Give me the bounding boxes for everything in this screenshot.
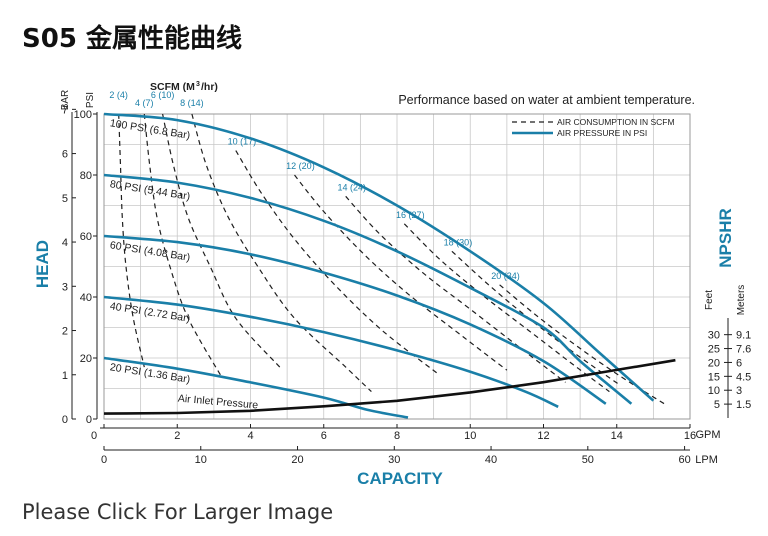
npshr-curve [103, 358, 676, 415]
psi-tick-label: 100 [74, 109, 92, 121]
gpm-tick-label: 10 [464, 430, 476, 442]
psi-tick-label: 40 [80, 292, 92, 304]
chart-labels: 2 (4) 4 (7)6 (10) 8 (14) 10 (17) 12 (20) 14 (… [109, 81, 695, 412]
psi-tick-label: 80 [80, 170, 92, 182]
scfm-curve-label: 12 (20) [286, 161, 315, 171]
gpm-tick-label: 16 [684, 430, 696, 442]
plot-frame [103, 113, 691, 420]
larger-image-link[interactable]: Please Click For Larger Image [22, 500, 334, 524]
npshr-meters-tick-label: 1.5 [736, 399, 751, 411]
scfm-curve [235, 150, 438, 374]
bar-tick-label: 6 [62, 149, 68, 161]
npshr-feet-tick-label: 20 [708, 357, 720, 369]
npshr-meters-tick-label: 9.1 [736, 330, 751, 342]
pressure-curves [103, 112, 655, 419]
scfm-curve [143, 113, 222, 377]
gpm-tick-label: 14 [611, 430, 623, 442]
scfm-header-suffix: /hr) [201, 81, 218, 93]
psi-tick-label: 60 [80, 231, 92, 243]
lpm-axis-label: LPM [695, 454, 718, 466]
pressure-curve [103, 112, 655, 402]
npshr-feet-tick-label: 15 [708, 371, 720, 383]
npshr-axis-title: NPSHR [716, 208, 735, 268]
pressure-curve [103, 173, 633, 405]
legend-label: AIR CONSUMPTION IN SCFM [557, 117, 675, 127]
scfm-curve-label: 16 (27) [396, 210, 425, 220]
pump-performance-chart: 0 20 40 60 80 100 PSI 0 1 2 3 4 5 6 7 BAR HEAD 0 2 4 6 8 10 12 1… [0, 78, 768, 488]
npshr-feet-tick-label: 5 [714, 399, 720, 411]
chart-subtitle: Performance based on water at ambient te… [398, 93, 695, 107]
lpm-tick-label: 60 [678, 454, 690, 466]
scfm-curve-label: 10 (17) [228, 137, 257, 147]
psi-tick-label: 0 [86, 414, 92, 426]
lpm-tick-label: 20 [291, 454, 303, 466]
bar-tick-label: 1 [62, 370, 68, 382]
scfm-curve-label: 20 (34) [491, 271, 520, 281]
npshr-meters-tick-label: 7.6 [736, 344, 751, 356]
scfm-curve-label: 4 (7) [135, 98, 154, 108]
legend-label: AIR PRESSURE IN PSI [557, 128, 647, 138]
bar-tick-label: 4 [62, 237, 68, 249]
lpm-tick-label: 10 [195, 454, 207, 466]
scfm-curve-label: 6 (10) [151, 90, 175, 100]
gpm-tick-label: 2 [174, 430, 180, 442]
scfm-curve [451, 250, 621, 386]
npshr-feet-tick-label: 10 [708, 385, 720, 397]
gpm-axis-label: GPM [695, 429, 720, 441]
capacity-axis-title: CAPACITY [357, 469, 443, 488]
scfm-curves [118, 113, 665, 405]
bar-tick-label: 2 [62, 326, 68, 338]
npshr-meters-tick-label: 4.5 [736, 371, 751, 383]
scfm-curve [118, 113, 145, 368]
gpm-tick-label: 6 [321, 430, 327, 442]
bar-tick-label: 3 [62, 281, 68, 293]
scfm-header-prefix: SCFM (M [150, 81, 195, 93]
bar-axis-label: BAR [60, 90, 71, 111]
scfm-curve [403, 223, 610, 393]
gpm-tick-label: 4 [247, 430, 253, 442]
npshr-curve-label: Air Inlet Pressure [177, 393, 258, 412]
gpm-tick-label: 0 [91, 430, 97, 442]
scfm-curve-label: 18 (30) [444, 237, 473, 247]
bar-tick-label: 5 [62, 193, 68, 205]
pressure-curve [103, 295, 559, 408]
gpm-tick-label: 12 [537, 430, 549, 442]
scfm-curve [294, 174, 508, 371]
psi-axis-label: PSI [85, 92, 96, 108]
psi-tick-label: 20 [80, 353, 92, 365]
bar-tick-label: 7 [62, 104, 68, 116]
pressure-curve [103, 356, 409, 419]
scfm-header-sup: 3 [196, 81, 200, 88]
page-title: S05 金属性能曲线 [22, 24, 242, 54]
bar-tick-label: 0 [62, 414, 68, 426]
npshr-feet-tick-label: 30 [708, 330, 720, 342]
head-axis-title: HEAD [33, 240, 52, 288]
scfm-curve-label: 14 (24) [337, 182, 366, 192]
lpm-tick-label: 40 [485, 454, 497, 466]
npshr-meters-tick-label: 6 [736, 357, 742, 369]
scfm-curve [162, 113, 281, 368]
scfm-curve-label: 2 (4) [109, 90, 128, 100]
npshr-meters-tick-label: 3 [736, 385, 742, 397]
npshr-curve-group [103, 358, 676, 415]
npshr-meters-label: Meters [736, 285, 747, 316]
lpm-tick-label: 0 [101, 454, 107, 466]
pressure-curve [103, 234, 607, 405]
scfm-curve [191, 113, 372, 393]
npshr-feet-tick-label: 25 [708, 344, 720, 356]
scfm-curve-label: 8 (14) [180, 98, 204, 108]
gpm-tick-label: 8 [394, 430, 400, 442]
lpm-tick-label: 50 [582, 454, 594, 466]
lpm-tick-label: 30 [388, 454, 400, 466]
npshr-feet-label: Feet [704, 290, 715, 310]
